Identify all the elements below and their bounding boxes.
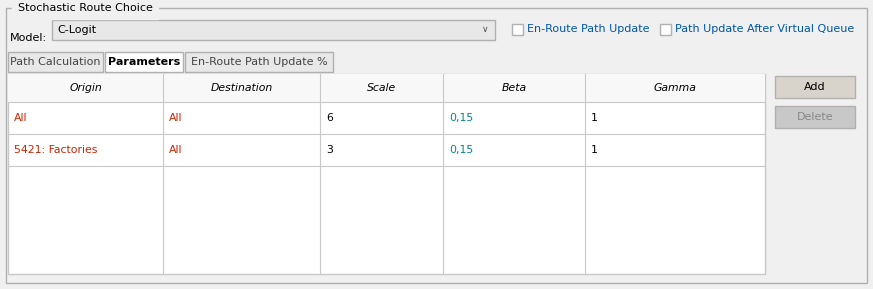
Text: 3: 3	[326, 145, 333, 155]
Text: ∨: ∨	[482, 25, 488, 34]
Text: Model:: Model:	[10, 33, 47, 43]
Text: Path Calculation: Path Calculation	[10, 57, 100, 67]
Text: All: All	[169, 145, 182, 155]
Text: C-Logit: C-Logit	[57, 25, 96, 35]
Text: En-Route Path Update: En-Route Path Update	[527, 25, 650, 34]
Text: 5421: Factories: 5421: Factories	[14, 145, 98, 155]
Text: Scale: Scale	[367, 83, 396, 93]
Text: Beta: Beta	[501, 83, 526, 93]
Text: All: All	[14, 113, 28, 123]
Text: Delete: Delete	[797, 112, 834, 122]
Text: Origin: Origin	[69, 83, 102, 93]
Bar	[8, 74, 765, 274]
Text: All: All	[169, 113, 182, 123]
Text: Destination: Destination	[210, 83, 272, 93]
Bar	[8, 52, 103, 72]
Bar	[52, 20, 495, 40]
Text: En-Route Path Update %: En-Route Path Update %	[190, 57, 327, 67]
Text: 6: 6	[326, 113, 333, 123]
Text: 1: 1	[591, 113, 598, 123]
Text: Parameters: Parameters	[108, 57, 180, 67]
Text: Path Update After Virtual Queue: Path Update After Virtual Queue	[675, 25, 855, 34]
Bar	[512, 24, 523, 35]
Text: 0,15: 0,15	[449, 145, 473, 155]
Text: 0,15: 0,15	[449, 113, 473, 123]
Bar	[775, 76, 855, 98]
Bar	[8, 74, 765, 102]
Text: Gamma: Gamma	[654, 83, 697, 93]
Bar	[660, 24, 671, 35]
Bar	[775, 106, 855, 128]
Text: Add: Add	[804, 82, 826, 92]
Bar	[105, 52, 183, 72]
Bar	[185, 52, 333, 72]
Text: 1: 1	[591, 145, 598, 155]
Text: Stochastic Route Choice: Stochastic Route Choice	[18, 3, 153, 13]
